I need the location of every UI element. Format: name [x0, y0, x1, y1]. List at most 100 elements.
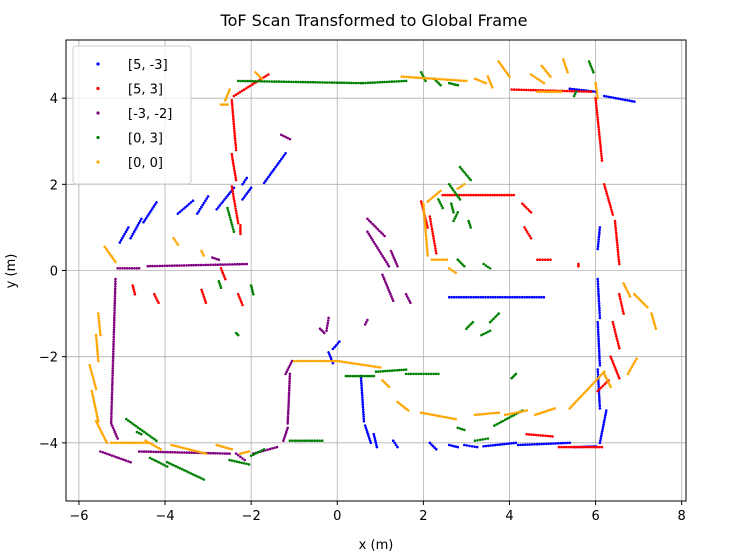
- data-point: [433, 446, 437, 450]
- data-point: [111, 369, 114, 373]
- data-point: [484, 444, 488, 448]
- data-point: [613, 330, 617, 333]
- data-point: [282, 439, 285, 443]
- x-tick-label: 2: [419, 509, 427, 524]
- data-point: [423, 221, 427, 224]
- data-point: [224, 103, 227, 106]
- data-point: [187, 471, 190, 474]
- data-point: [454, 192, 458, 196]
- data-point: [286, 419, 290, 423]
- data-point: [239, 232, 242, 236]
- data-point: [605, 95, 608, 98]
- data-point: [114, 260, 117, 264]
- data-point: [487, 412, 491, 415]
- data-point: [301, 439, 304, 443]
- data-point: [422, 76, 425, 80]
- data-point: [236, 453, 240, 457]
- data-point: [233, 171, 237, 175]
- data-point: [353, 374, 357, 378]
- data-point: [239, 224, 242, 227]
- data-point: [525, 432, 528, 436]
- data-point: [381, 379, 384, 382]
- data-point: [425, 237, 428, 241]
- data-point: [113, 294, 117, 298]
- data-point: [630, 99, 634, 103]
- data-point: [439, 202, 442, 205]
- data-point: [618, 346, 621, 350]
- data-point: [216, 263, 220, 267]
- data-point: [252, 82, 256, 85]
- data-point: [450, 444, 453, 447]
- data-point: [514, 372, 518, 376]
- data-point: [475, 78, 479, 81]
- data-point: [219, 284, 222, 287]
- data-point: [113, 316, 116, 320]
- data-point: [234, 207, 237, 210]
- data-point: [203, 297, 206, 300]
- data-point: [596, 245, 600, 248]
- data-point: [369, 364, 373, 368]
- data-point: [137, 221, 141, 225]
- data-point: [505, 442, 509, 446]
- data-point: [523, 226, 526, 229]
- data-point: [112, 340, 115, 344]
- data-point: [611, 361, 615, 365]
- data-point: [423, 218, 427, 222]
- data-point: [641, 301, 644, 304]
- data-point: [604, 411, 608, 415]
- data-point: [102, 435, 105, 438]
- data-point: [574, 445, 577, 449]
- data-point: [104, 247, 108, 250]
- data-point: [437, 82, 441, 85]
- data-point: [486, 193, 490, 197]
- data-point: [228, 213, 231, 217]
- data-point: [597, 297, 601, 300]
- data-point: [140, 217, 143, 221]
- data-point: [541, 66, 545, 69]
- data-point: [112, 345, 115, 348]
- data-point: [631, 364, 635, 367]
- data-point: [365, 428, 368, 432]
- data-point: [600, 434, 603, 438]
- data-point: [513, 295, 517, 299]
- data-point: [395, 369, 399, 372]
- data-point: [407, 372, 410, 376]
- data-point: [122, 441, 125, 445]
- data-point: [615, 241, 619, 244]
- data-point: [435, 192, 439, 196]
- data-point: [287, 389, 291, 392]
- data-point: [173, 264, 176, 267]
- data-point: [286, 368, 290, 371]
- data-point: [450, 295, 453, 299]
- data-point: [138, 219, 142, 223]
- data-point: [510, 442, 513, 445]
- data-point: [121, 236, 124, 240]
- data-point: [597, 349, 601, 353]
- data-point: [361, 398, 364, 402]
- data-point: [235, 460, 239, 464]
- data-point: [292, 80, 295, 84]
- data-point: [484, 331, 488, 335]
- data-point: [391, 299, 395, 303]
- data-point: [628, 295, 632, 298]
- data-point: [527, 433, 531, 436]
- data-point: [366, 230, 369, 233]
- data-point: [202, 254, 206, 257]
- data-point: [137, 431, 141, 435]
- data-point: [96, 417, 100, 421]
- data-point: [360, 389, 364, 392]
- data-point: [289, 361, 293, 365]
- data-points: [88, 58, 658, 481]
- data-point: [425, 244, 429, 248]
- data-point: [427, 372, 430, 376]
- data-point: [432, 237, 436, 240]
- data-point: [158, 264, 162, 268]
- data-point: [652, 318, 655, 322]
- data-point: [376, 246, 379, 250]
- data-point: [484, 437, 487, 441]
- data-point: [572, 94, 576, 98]
- data-point: [331, 361, 335, 365]
- data-point: [456, 426, 460, 430]
- data-point: [95, 345, 99, 349]
- data-point: [110, 400, 114, 404]
